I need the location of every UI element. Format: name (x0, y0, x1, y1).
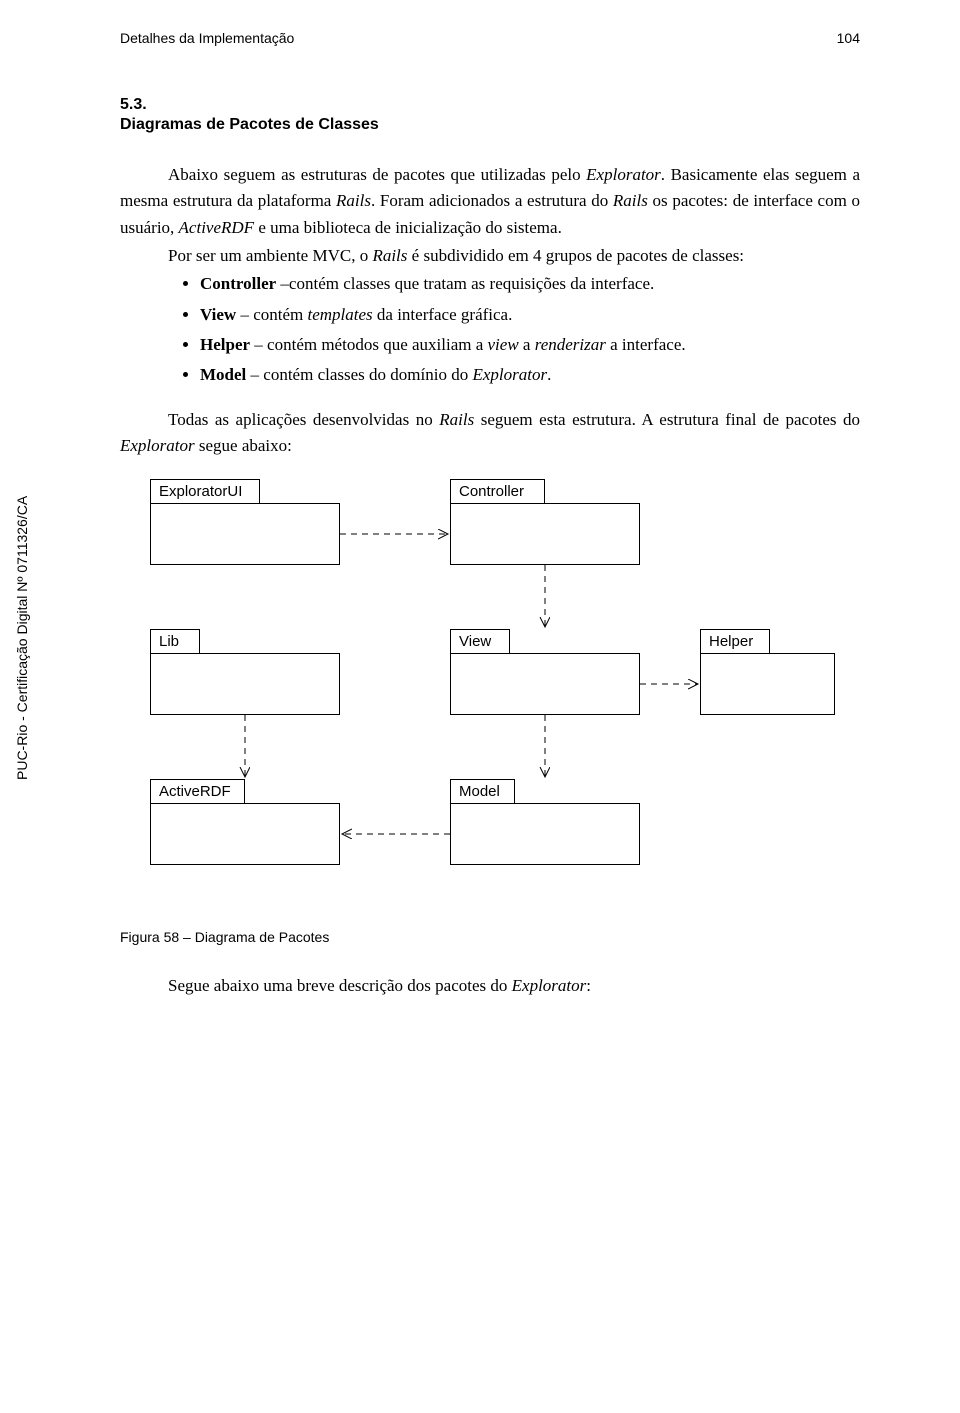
paragraph-2: Por ser um ambiente MVC, o Rails é subdi… (120, 243, 860, 269)
certification-label: PUC-Rio - Certificação Digital Nº 071132… (14, 496, 30, 780)
header-title: Detalhes da Implementação (120, 30, 294, 46)
package-tab: View (450, 629, 510, 653)
package-body (150, 803, 340, 865)
package-tab: ExploratorUI (150, 479, 260, 503)
package-body (450, 803, 640, 865)
header-pagenum: 104 (837, 30, 860, 46)
page-header: Detalhes da Implementação 104 (120, 30, 860, 46)
paragraph-1: Abaixo seguem as estruturas de pacotes q… (120, 162, 860, 241)
package-tab: ActiveRDF (150, 779, 245, 803)
package-view: View (450, 629, 640, 715)
figure-caption: Figura 58 – Diagrama de Pacotes (120, 929, 860, 945)
package-body (450, 503, 640, 565)
package-diagram: ExploratorUI Controller Lib View Helper Activ… (120, 479, 840, 889)
package-model: Model (450, 779, 640, 865)
list-item: View – contém templates da interface grá… (200, 302, 860, 328)
package-helper: Helper (700, 629, 835, 715)
package-activerdf: ActiveRDF (150, 779, 340, 865)
package-tab: Lib (150, 629, 200, 653)
package-tab: Helper (700, 629, 770, 653)
list-item: Controller –contém classes que tratam as… (200, 271, 860, 297)
section-title: Diagramas de Pacotes de Classes (120, 116, 860, 134)
package-body (700, 653, 835, 715)
package-tab: Controller (450, 479, 545, 503)
paragraph-3: Todas as aplicações desenvolvidas no Rai… (120, 407, 860, 460)
package-body (450, 653, 640, 715)
bullet-list: Controller –contém classes que tratam as… (120, 271, 860, 388)
package-body (150, 653, 340, 715)
closing-text: Segue abaixo uma breve descrição dos pac… (120, 973, 860, 999)
package-body (150, 503, 340, 565)
section-number: 5.3. (120, 96, 860, 114)
package-tab: Model (450, 779, 515, 803)
body-text: Abaixo seguem as estruturas de pacotes q… (120, 162, 860, 459)
list-item: Model – contém classes do domínio do Exp… (200, 362, 860, 388)
package-lib: Lib (150, 629, 340, 715)
package-controller: Controller (450, 479, 640, 565)
list-item: Helper – contém métodos que auxiliam a v… (200, 332, 860, 358)
closing-paragraph: Segue abaixo uma breve descrição dos pac… (120, 973, 860, 999)
package-exploratorui: ExploratorUI (150, 479, 340, 565)
